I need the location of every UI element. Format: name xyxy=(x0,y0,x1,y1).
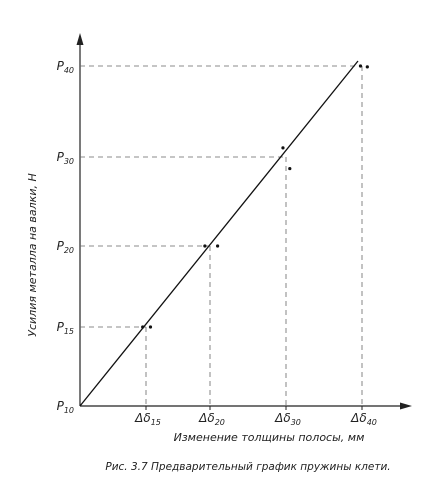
spring-line xyxy=(79,60,359,407)
data-point xyxy=(281,146,285,150)
y-axis-arrow xyxy=(76,33,84,45)
x-axis-arrow xyxy=(400,402,412,410)
x-tick-label: Δδ15 xyxy=(134,411,161,427)
y-tick-label: P20 xyxy=(57,239,74,255)
data-point xyxy=(141,325,145,329)
x-tick-label: Δδ40 xyxy=(350,411,377,427)
y-tick-label: P15 xyxy=(57,320,74,336)
x-axis-label: Изменение толщины полосы, мм xyxy=(174,431,365,444)
data-point xyxy=(365,65,369,69)
data-point xyxy=(203,244,207,248)
figure-caption: Рис. 3.7 Предварительный график пружины … xyxy=(105,461,390,473)
data-point xyxy=(216,244,220,248)
x-tick-label: Δδ20 xyxy=(198,411,225,427)
data-point xyxy=(288,166,292,171)
y-tick-label: P30 xyxy=(57,150,74,166)
origin-label: P10 xyxy=(57,399,74,415)
x-tick-label: Δδ30 xyxy=(274,411,301,427)
y-axis-label: Усилия металла на валки, Н xyxy=(26,173,39,336)
y-tick-label: P40 xyxy=(57,59,74,75)
data-point xyxy=(358,64,363,68)
data-point xyxy=(148,325,153,329)
